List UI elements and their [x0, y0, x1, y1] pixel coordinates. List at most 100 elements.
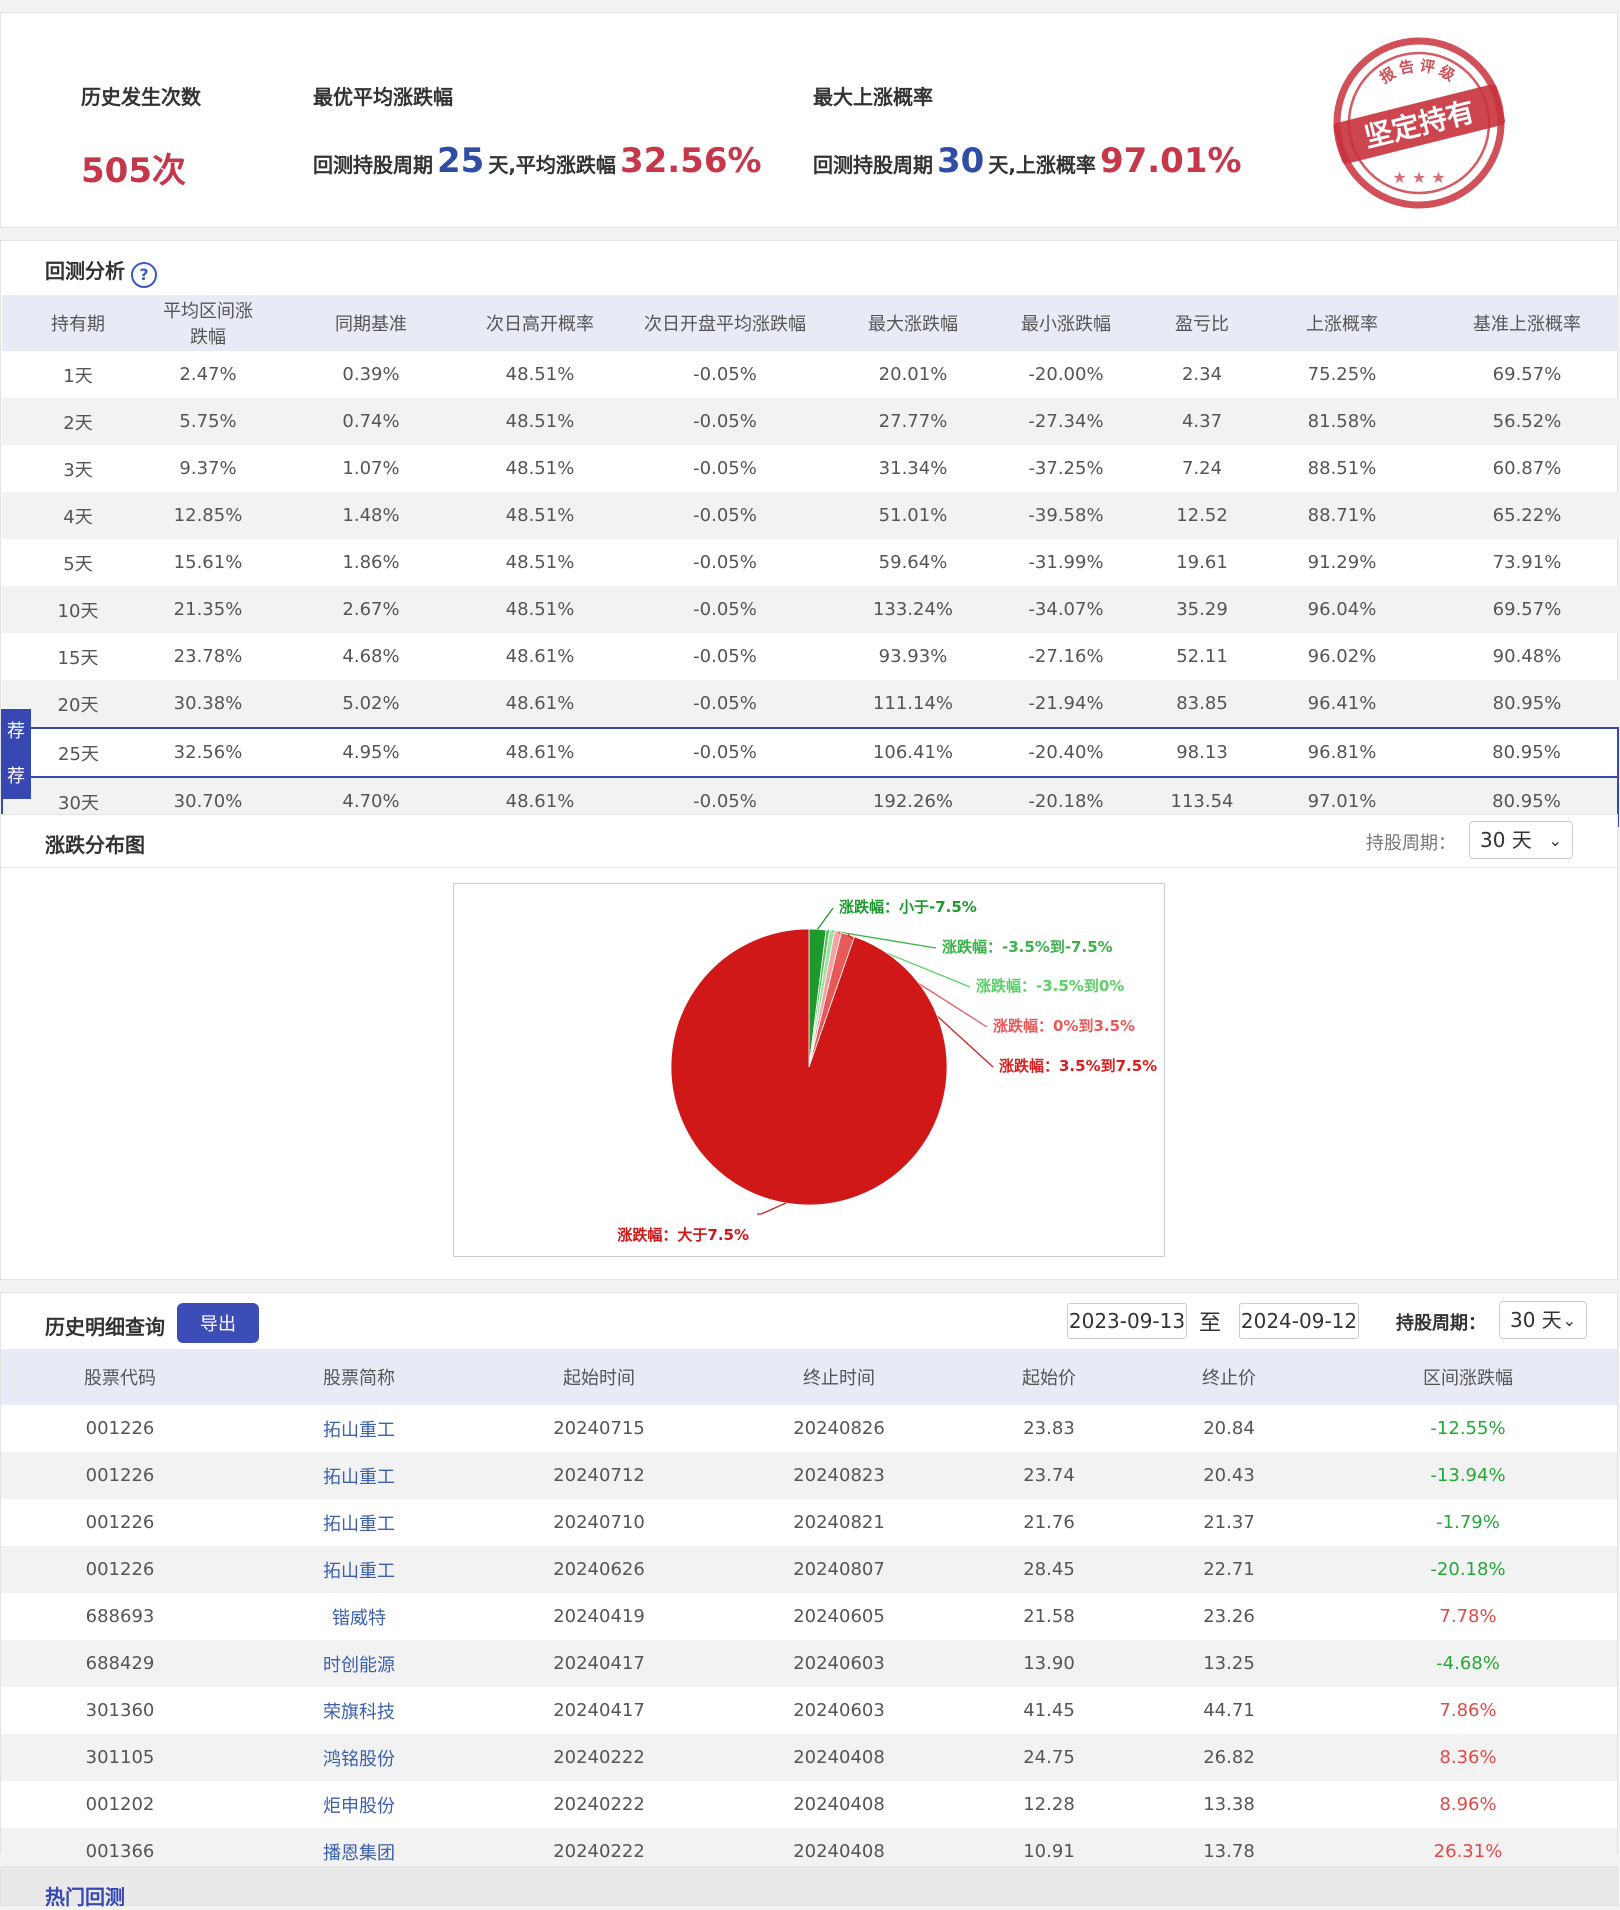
backtest-cell: -0.05% [600, 727, 850, 778]
end-date-field[interactable]: 2024-09-12 [1239, 1303, 1359, 1339]
backtest-title: 回测分析? [45, 255, 157, 288]
backtest-cell: 5天 [63, 553, 93, 575]
backtest-cell: 80.95% [1436, 680, 1618, 728]
backtest-cell: 48.51% [480, 398, 600, 445]
backtest-cell: 7.24 [1181, 458, 1223, 479]
distribution-period-select[interactable]: 30 天 ⌄ [1469, 821, 1573, 859]
history-cell: 44.71 [1203, 1700, 1255, 1721]
recommend-badge: 荐 [1, 754, 31, 799]
history-cell: -13.94% [1319, 1452, 1617, 1499]
max-up-line: 回测持股周期 30 天,上涨概率 97.01% [813, 141, 1242, 181]
backtest-cell: -34.07% [976, 586, 1156, 633]
backtest-header-cell: 最大涨跌幅 [850, 295, 976, 351]
backtest-cell: -27.34% [976, 398, 1156, 445]
backtest-cell: 19.61 [1176, 552, 1228, 573]
history-cell: 20240417 [553, 1700, 645, 1721]
history-cell: -12.55% [1430, 1418, 1506, 1439]
backtest-panel: 回测分析? 持有期 平均区间涨跌幅 同期基准 次日高开概率 次日开盘平均涨跌幅 最大涨跌幅… [0, 240, 1619, 827]
history-period-select[interactable]: 30 天 ⌄ [1499, 1301, 1587, 1339]
backtest-cell: 5.75% [154, 398, 262, 445]
history-cell: 13.38 [1203, 1794, 1255, 1815]
history-cell: 12.28 [1023, 1794, 1075, 1815]
stock-name-link[interactable]: 锴威特 [332, 1607, 386, 1629]
help-icon[interactable]: ? [131, 262, 157, 288]
stock-name-link[interactable]: 拓山重工 [323, 1513, 395, 1535]
backtest-header-cell: 最小涨跌幅 [976, 295, 1156, 351]
backtest-cell: 20.01% [878, 364, 948, 385]
history-row: 688429 时创能源 20240417 20240603 13.90 13.25 -4.6… [1, 1640, 1617, 1687]
history-cell: 20240222 [479, 1734, 719, 1781]
export-button[interactable]: 导出 [177, 1303, 259, 1343]
start-date-field[interactable]: 2023-09-13 [1067, 1303, 1187, 1339]
history-cell: 20.84 [1203, 1418, 1255, 1439]
stock-name-link[interactable]: 拓山重工 [239, 1546, 479, 1593]
history-row: 001226 拓山重工 20240626 20240807 28.45 22.71 -20.… [1, 1546, 1617, 1593]
backtest-cell: 91.29% [1307, 552, 1377, 573]
stock-name-link[interactable]: 鸿铭股份 [239, 1734, 479, 1781]
backtest-cell: 5.02% [262, 680, 480, 728]
date-to-label: 至 [1199, 1311, 1222, 1336]
pie-chart-box: 涨跌幅：小于-7.5% 涨跌幅：-3.5%到-7.5% 涨跌幅：-3.5%到0% 涨跌… [453, 883, 1165, 1257]
backtest-cell: 48.61% [480, 727, 600, 778]
backtest-cell: 48.61% [505, 646, 575, 667]
chevron-down-icon: ⌄ [1548, 831, 1562, 850]
history-cell: 23.74 [959, 1452, 1139, 1499]
distribution-period-value: 30 天 [1480, 828, 1532, 852]
history-cell: -1.79% [1436, 1512, 1500, 1533]
backtest-cell: 80.95% [1436, 727, 1619, 778]
backtest-cell: -37.25% [1028, 458, 1104, 479]
backtest-cell: 3天 [63, 459, 93, 481]
history-cell: 23.26 [1203, 1606, 1255, 1627]
stock-name-link[interactable]: 时创能源 [239, 1640, 479, 1687]
backtest-cell: 60.87% [1492, 458, 1562, 479]
stock-name-link[interactable]: 荣旗科技 [323, 1701, 395, 1723]
backtest-cell: 35.29 [1156, 586, 1248, 633]
backtest-cell: 15天 [57, 647, 99, 669]
backtest-cell: -20.00% [1028, 364, 1104, 385]
backtest-cell: -39.58% [976, 492, 1156, 539]
history-cell: 8.96% [1439, 1794, 1497, 1815]
backtest-header-cell: 上涨概率 [1248, 295, 1436, 351]
backtest-cell: -0.05% [600, 398, 850, 445]
backtest-row: 2天 5.75% 0.74% 48.51% -0.05% 27.77% -27.34% 4.3… [2, 398, 1618, 445]
history-cell: 13.25 [1139, 1640, 1319, 1687]
backtest-cell: 69.57% [1492, 364, 1562, 385]
history-table: 股票代码 股票简称 起始时间 终止时间 起始价 终止价 区间涨跌幅 001226 拓山重工 20… [1, 1349, 1617, 1875]
recommend-badge: 荐 [1, 709, 31, 754]
backtest-cell: 56.52% [1436, 398, 1618, 445]
backtest-row: 20天 30.38% 5.02% 48.61% -0.05% 111.14% -21.94%… [2, 680, 1618, 728]
backtest-cell: -31.99% [1028, 552, 1104, 573]
pie-slice[interactable] [670, 928, 948, 1206]
backtest-cell: -20.40% [976, 727, 1156, 778]
chevron-down-icon: ⌄ [1562, 1311, 1576, 1330]
distribution-header: 涨跌分布图 持股周期： 30 天 ⌄ [1, 815, 1617, 868]
history-panel: 历史明细查询 导出 2023-09-13 至 2024-09-12 持股周期： … [0, 1292, 1618, 1875]
backtest-header-cell: 持有期 [2, 295, 154, 351]
backtest-cell: 48.51% [480, 492, 600, 539]
stock-name-link[interactable]: 炬申股份 [323, 1795, 395, 1817]
backtest-cell: 96.41% [1248, 680, 1436, 728]
backtest-cell: 96.02% [1307, 646, 1377, 667]
backtest-cell: 98.13 [1156, 727, 1248, 778]
pie-leader-line [817, 907, 834, 930]
backtest-cell: -0.05% [600, 680, 850, 728]
history-header-cell: 股票简称 [239, 1349, 479, 1405]
backtest-cell: 48.61% [480, 680, 600, 728]
history-cell: 7.78% [1439, 1606, 1497, 1627]
max-up-prefix: 回测持股周期 [813, 153, 933, 177]
stock-name-link[interactable]: 拓山重工 [323, 1419, 395, 1441]
stock-name-link[interactable]: 拓山重工 [239, 1452, 479, 1499]
backtest-cell: 12.52 [1156, 492, 1248, 539]
backtest-cell: -0.05% [600, 586, 850, 633]
backtest-cell: -0.05% [693, 646, 757, 667]
backtest-cell: 4.68% [342, 646, 400, 667]
backtest-header-cell: 次日高开概率 [480, 295, 600, 351]
backtest-cell: 4天 [2, 492, 154, 539]
history-count-label: 历史发生次数 [81, 85, 201, 109]
backtest-cell: 83.85 [1156, 680, 1248, 728]
history-cell: 20240626 [479, 1546, 719, 1593]
max-up-days: 30 [937, 141, 985, 181]
history-cell: 20240823 [719, 1452, 959, 1499]
pie-slice-label: 涨跌幅：小于-7.5% [839, 898, 977, 916]
backtest-row: 5天 15.61% 1.86% 48.51% -0.05% 59.64% -31.99% 19… [2, 539, 1618, 586]
